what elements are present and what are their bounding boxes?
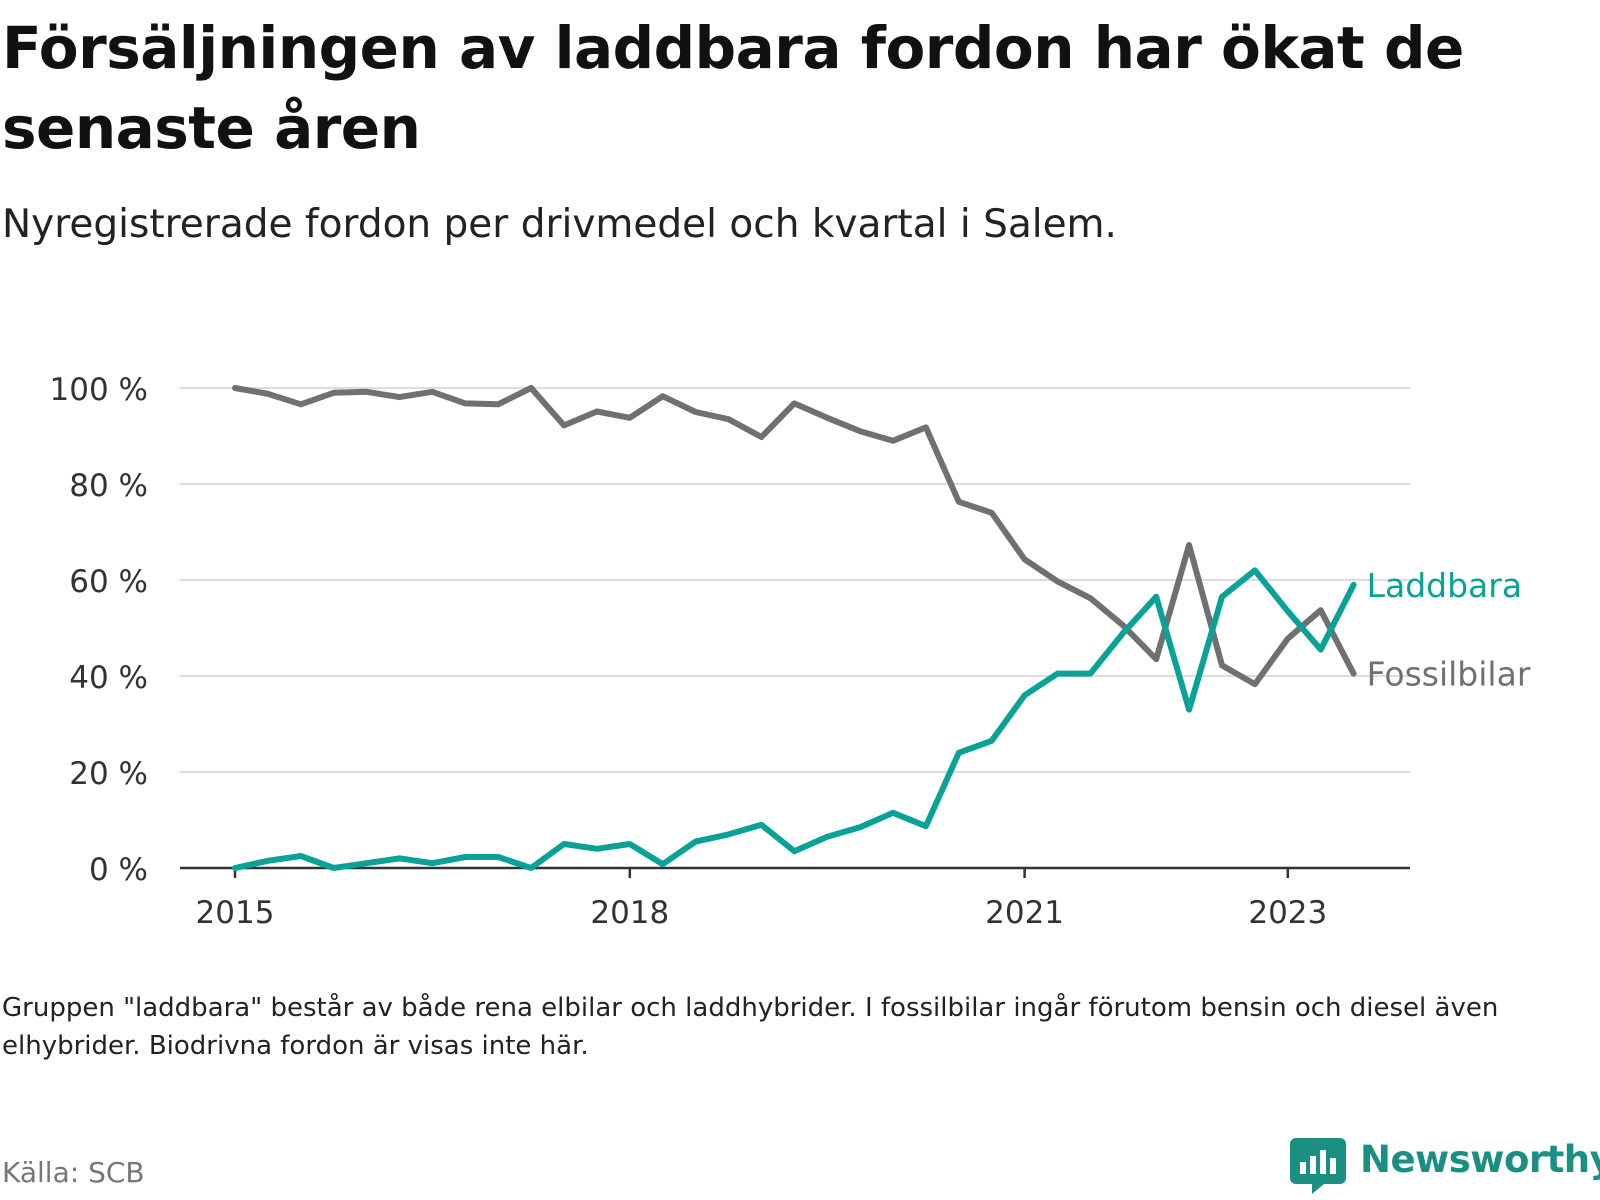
series-label-fossilbilar: Fossilbilar	[1367, 655, 1531, 694]
source-credit: Källa: SCB	[2, 1156, 145, 1189]
y-tick-label: 0 %	[89, 852, 148, 888]
x-tick-label: 2015	[196, 895, 275, 931]
page-title: Försäljningen av laddbara fordon har öka…	[2, 14, 1464, 162]
y-tick-label: 60 %	[69, 564, 148, 600]
x-axis: 2015 2018 2021 2023	[196, 868, 1327, 931]
series-labels: Laddbara Fossilbilar	[1367, 566, 1531, 694]
x-tick-label: 2023	[1248, 895, 1327, 931]
newsworthy-brand: Newsworthy	[1360, 1138, 1600, 1181]
footnote: Gruppen "laddbara" består av både rena e…	[2, 993, 1499, 1061]
series-group	[232, 385, 1357, 871]
series-label-laddbara: Laddbara	[1367, 566, 1522, 605]
series-line-laddbara	[232, 567, 1357, 871]
line-chart: 0 % 20 % 40 % 60 % 80 % 100 % 2015 2018 2021 202…	[50, 372, 1531, 931]
y-tick-label: 40 %	[69, 660, 148, 696]
series-line-fossilbilar	[232, 385, 1357, 688]
x-tick-label: 2021	[985, 895, 1064, 931]
y-tick-label: 80 %	[69, 468, 148, 504]
gridlines	[180, 387, 1410, 773]
y-axis: 0 % 20 % 40 % 60 % 80 % 100 %	[50, 372, 148, 888]
page-subtitle: Nyregistrerade fordon per drivmedel och …	[2, 202, 1117, 247]
y-tick-label: 20 %	[69, 756, 148, 792]
y-tick-label: 100 %	[50, 372, 148, 408]
newsworthy-logo-icon	[1290, 1138, 1346, 1194]
x-tick-label: 2018	[590, 895, 669, 931]
